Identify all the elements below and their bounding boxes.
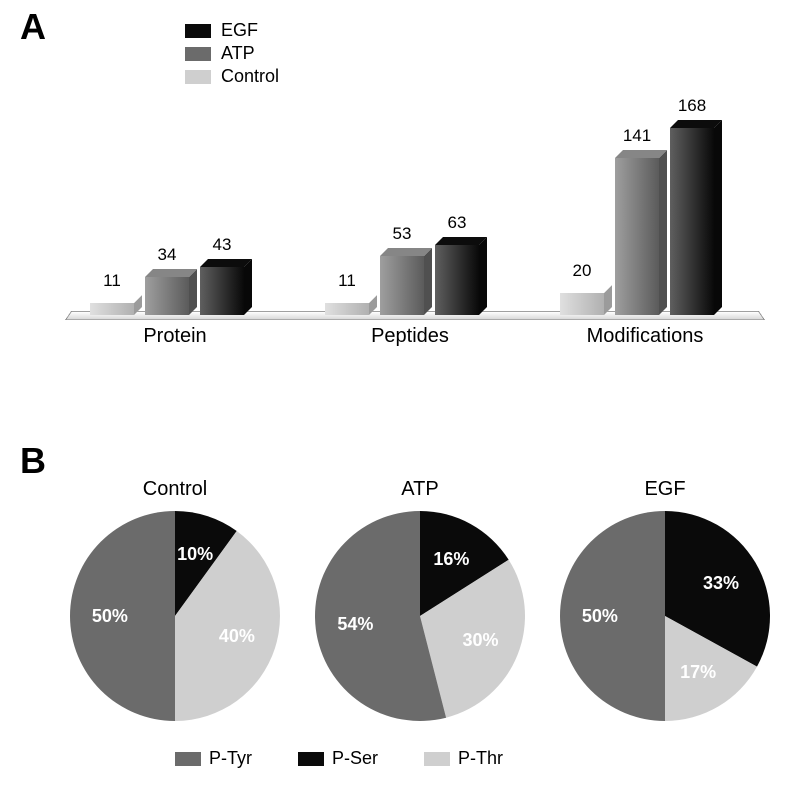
legend-label: P-Ser [332,748,378,769]
bar-group-label: Protein [75,325,275,348]
pie-title: EGF [555,478,775,501]
bar-chart: 11344311536320141168 ProteinPeptidesModi… [65,90,765,350]
bar [615,158,659,315]
bar-group-label: Modifications [545,325,745,348]
pie-slice-label: 50% [92,606,128,626]
legend-swatch [424,752,450,766]
legend-label: P-Tyr [209,748,252,769]
pie-slice-label: 54% [337,614,373,634]
bar-value-label: 11 [86,271,138,291]
pie-svg: 10% 40% 50% [66,507,284,725]
legend-label: ATP [221,43,255,64]
bar-value-label: 141 [611,126,663,146]
bar [90,303,134,315]
legend-a: EGFATPControl [185,20,279,89]
legend-swatch [185,70,211,84]
bar-value-label: 53 [376,224,428,244]
bar-value-label: 34 [141,245,193,265]
panel-a-label: A [20,6,46,48]
legend-b: P-Tyr P-Ser P-Thr [175,748,503,769]
pie-svg: 16% 30% 54% [311,507,529,725]
legend-b-item: P-Tyr [175,748,252,769]
bar [670,128,714,315]
pie-slice-label: 10% [177,544,213,564]
bar-value-label: 43 [196,235,248,255]
bar [380,256,424,315]
pie-slice-label: 16% [433,549,469,569]
legend-a-item: EGF [185,20,279,41]
legend-swatch [185,47,211,61]
bar-value-label: 11 [321,271,373,291]
pie-title: ATP [310,478,530,501]
legend-a-item: Control [185,66,279,87]
bar [435,245,479,315]
legend-swatch [185,24,211,38]
pie-slice-label: 50% [582,606,618,626]
pie-svg: 33% 17% 50% [556,507,774,725]
bar-value-label: 63 [431,213,483,233]
pie-title: Control [65,478,285,501]
legend-swatch [298,752,324,766]
pie-slice-label: 40% [219,626,255,646]
bar-value-label: 168 [666,96,718,116]
bar-value-label: 20 [556,261,608,281]
bar-group-label: Peptides [310,325,510,348]
panel-b: Control 10% 40% 50% ATP 16% 30% 54% EGF 33% 17% 50%… [35,448,775,778]
legend-b-item: P-Thr [424,748,503,769]
legend-swatch [175,752,201,766]
legend-label: EGF [221,20,258,41]
bar [560,293,604,315]
pie-slice-label: 17% [680,662,716,682]
pie-slice-label: 33% [703,573,739,593]
legend-b-item: P-Ser [298,748,378,769]
pie-chart: Control 10% 40% 50% [65,478,285,725]
legend-a-item: ATP [185,43,279,64]
legend-label: P-Thr [458,748,503,769]
legend-label: Control [221,66,279,87]
bar [200,267,244,315]
pie-slice-label: 30% [463,630,499,650]
bar [145,277,189,315]
panel-a: EGFATPControl 11344311536320141168 Prote… [65,20,765,400]
pie-chart: ATP 16% 30% 54% [310,478,530,725]
bar [325,303,369,315]
pie-chart: EGF 33% 17% 50% [555,478,775,725]
